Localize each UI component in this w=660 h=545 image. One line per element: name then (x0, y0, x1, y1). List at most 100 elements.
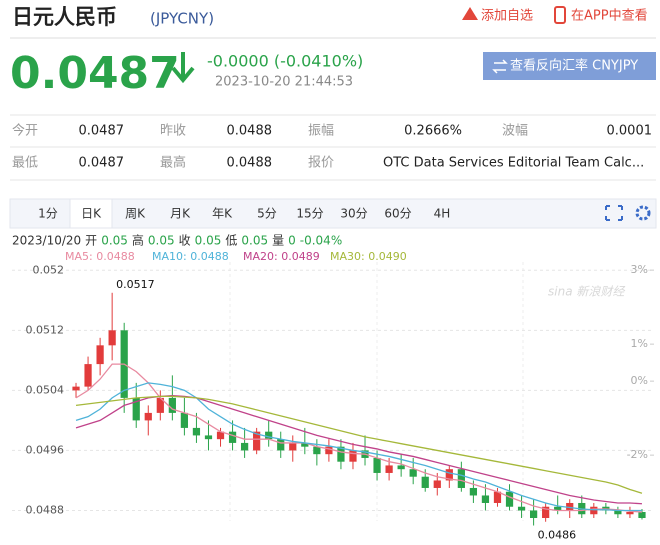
tab[interactable]: 周K (125, 207, 146, 221)
candle-body (590, 506, 598, 515)
code: (JPYCNY) (150, 10, 214, 28)
title: 日元人民币 (12, 5, 117, 29)
candle-body (168, 397, 176, 413)
tab[interactable]: 4H (434, 207, 451, 221)
extreme-label: 0.0486 (538, 529, 577, 541)
tab[interactable]: 日K (81, 207, 102, 221)
change: -0.0000 (-0.0410%) (207, 52, 363, 71)
info-label: 低 (225, 234, 237, 248)
candle-body (337, 446, 345, 462)
stat-label: 昨收 (160, 124, 186, 139)
stat-label: 最低 (12, 156, 38, 171)
info-change: -0.04% (300, 234, 342, 248)
candle-body (84, 364, 92, 387)
info-value: 0.05 (148, 234, 175, 248)
y2-tick-label: 1% (631, 337, 648, 350)
stat-label: 波幅 (502, 124, 528, 139)
y-tick-label: 0.0496 (26, 443, 65, 456)
candle-body (421, 476, 429, 488)
settings-icon[interactable] (635, 205, 651, 221)
candle-body (481, 495, 490, 503)
reverse-label[interactable]: 查看反向汇率 CNYJPY (510, 58, 638, 74)
tab-bar (9, 198, 657, 229)
candle-body (216, 431, 225, 440)
tab[interactable]: 月K (170, 207, 191, 221)
candle-body (349, 450, 357, 462)
watermark: sina 新浪财经 (548, 285, 626, 299)
down-arrow (171, 52, 195, 84)
swap-icon (492, 59, 508, 74)
y-tick-label: 0.0512 (26, 323, 65, 336)
candle-body (72, 386, 80, 391)
tab[interactable]: 15分 (296, 207, 323, 221)
reverse-button[interactable] (483, 52, 656, 80)
fire-icon (462, 7, 478, 20)
info-label: 开 (85, 234, 97, 248)
candle-body (301, 442, 309, 447)
candle-body (554, 506, 562, 511)
y2-tick-label: 3% (631, 263, 648, 276)
stat-value: 0.0488 (227, 156, 273, 171)
price: 0.0487 (10, 48, 180, 99)
info-label: 收 (179, 234, 191, 248)
candle-body (517, 506, 526, 511)
candle-body (614, 510, 622, 515)
y-tick-label: 0.052 (33, 263, 65, 276)
candle-body (144, 412, 152, 421)
candle-body (493, 491, 502, 503)
candle-body (409, 469, 417, 477)
candle-body (96, 345, 104, 365)
stat-value: OTC Data Services Editorial Team Calc... (383, 156, 644, 171)
plot: sina 新浪财经 0.052 0.0512 0.0504 0.0496 0.0488 3… (12, 262, 654, 542)
info-value: 0.05 (101, 234, 128, 248)
candle-body (638, 511, 646, 518)
candle-body (253, 431, 261, 451)
add-watch[interactable]: 添加自选 (481, 9, 533, 24)
info-value: 0.05 (241, 234, 268, 248)
tab[interactable]: 30分 (340, 207, 367, 221)
info-label: 高 (132, 233, 144, 248)
stat-label: 报价 (308, 156, 334, 171)
phone-icon (554, 6, 566, 24)
candle-body (529, 510, 538, 518)
candle-body (373, 457, 381, 473)
candle-body (108, 330, 116, 346)
tab[interactable]: 5分 (257, 207, 277, 221)
stat-value: 0.0487 (79, 124, 125, 139)
y-tick-label: 0.0488 (26, 503, 65, 516)
tab-selected[interactable] (69, 198, 113, 229)
candle-body (469, 487, 478, 496)
candle-body (228, 431, 237, 443)
y2-tick-label: -2% (627, 448, 648, 461)
candle-body (445, 469, 453, 481)
tab[interactable]: 年K (212, 207, 233, 221)
time: 2023-10-20 21:44:53 (215, 75, 353, 90)
stat-label: 最高 (160, 155, 186, 171)
candle-body (325, 446, 333, 455)
stat-label: 今开 (12, 123, 38, 139)
candle-body (277, 439, 285, 451)
candle-body (156, 397, 164, 413)
candle-body (265, 431, 273, 440)
candle-body (385, 465, 393, 473)
candle-body (433, 480, 441, 488)
tab[interactable]: 1分 (38, 207, 58, 221)
candle-body (542, 506, 550, 518)
y2-tick-label: 0% (631, 374, 648, 387)
candle-body (313, 446, 321, 455)
ma-line (75, 363, 643, 513)
y-tick-label: 0.0504 (26, 383, 65, 396)
candle-body (240, 442, 249, 451)
fullscreen-icon[interactable] (605, 205, 623, 221)
tab[interactable]: 60分 (384, 207, 411, 221)
extreme-label: 0.0517 (116, 278, 155, 291)
info-value: 0 (288, 234, 296, 248)
info-label: 量 (272, 234, 284, 248)
stat-label: 振幅 (308, 124, 334, 139)
candle-body (626, 511, 634, 515)
candle-body (457, 469, 465, 488)
open-app[interactable]: 在APP中查看 (571, 8, 648, 24)
ma-line (75, 382, 642, 512)
